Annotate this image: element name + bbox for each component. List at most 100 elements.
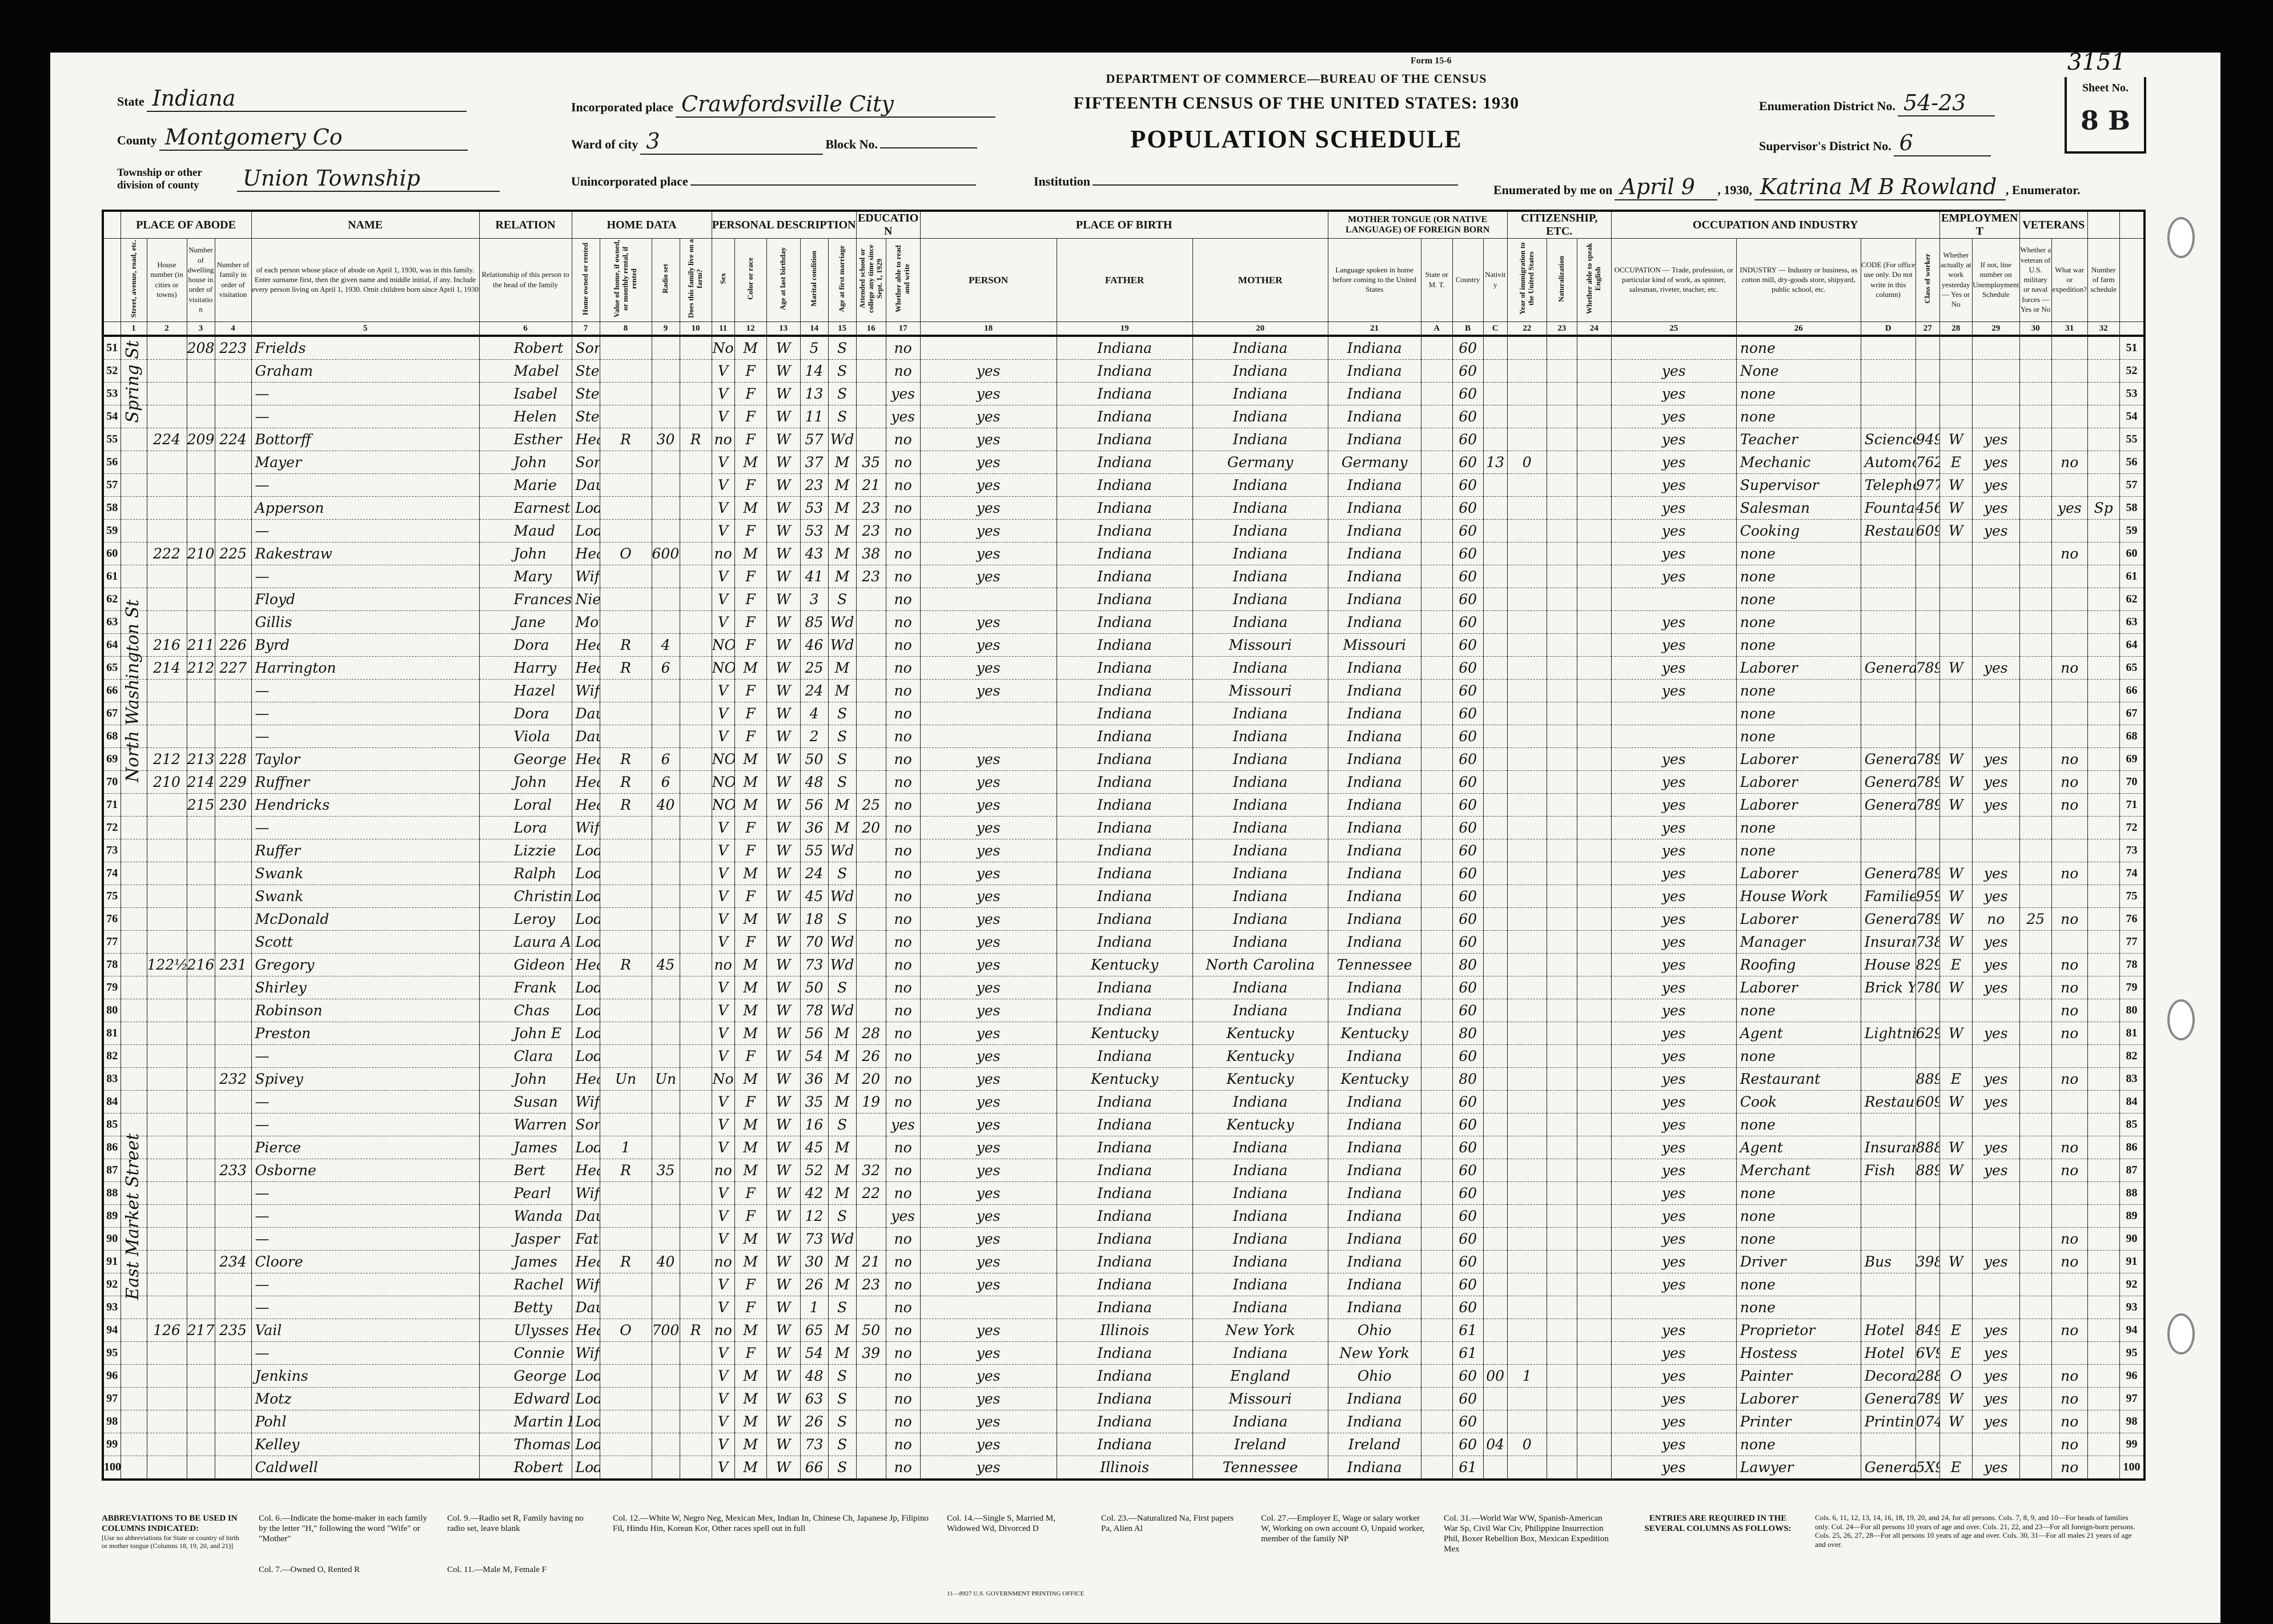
relation: Lodger: [571, 519, 600, 543]
birthplace-mother: Indiana: [1327, 1044, 1421, 1068]
sex: F: [734, 633, 767, 657]
home-tenure: [599, 359, 652, 383]
dwelling-number: [186, 588, 215, 612]
occupation: Salesman: [1736, 496, 1861, 520]
school: no: [885, 428, 921, 452]
literacy: yes: [919, 359, 1057, 383]
home-tenure: [599, 1341, 652, 1365]
line-number: 55: [102, 428, 121, 452]
sex: M: [734, 542, 767, 566]
occupation-code: 7899: [1915, 656, 1940, 680]
code-c: [1507, 335, 1547, 360]
column-title: Number of dwelling house in order of vis…: [187, 246, 214, 313]
house-number: [146, 496, 187, 520]
column-title: Relationship of this person to the head …: [481, 270, 569, 289]
birthplace-father: Indiana: [1192, 1410, 1328, 1434]
column-header: Whether able to speak English: [1576, 238, 1612, 323]
enumerated-label: Enumerated by me on: [1493, 183, 1613, 197]
at-work: yes: [1971, 976, 2020, 1000]
birthplace-father: Indiana: [1192, 1090, 1328, 1114]
relation: Wife-H: [571, 1181, 600, 1205]
column-header: Age at first marriage: [828, 238, 857, 323]
home-value: [651, 930, 680, 954]
birthplace-father: North Carolina: [1192, 953, 1328, 977]
literacy: yes: [919, 1204, 1057, 1228]
sex: F: [734, 930, 767, 954]
code-a: 60: [1452, 702, 1484, 726]
surname: Bottorff: [251, 428, 480, 452]
relation: Lodger: [571, 1433, 600, 1457]
column-number: 13: [766, 321, 801, 336]
mother-tongue: [1420, 999, 1453, 1023]
line-number-right: 89: [2119, 1204, 2145, 1228]
dwelling-number: [186, 930, 215, 954]
literacy: yes: [919, 1456, 1057, 1480]
class-of-worker: E: [1939, 953, 1973, 977]
code-c: [1507, 1204, 1547, 1228]
birthplace-father: Indiana: [1192, 770, 1328, 794]
home-tenure: [599, 839, 652, 863]
at-work: [1971, 1227, 2020, 1251]
race: W: [766, 451, 801, 475]
column-header: Number of dwelling house in order of vis…: [186, 238, 215, 323]
school: no: [885, 930, 921, 954]
home-tenure: [599, 1410, 652, 1434]
code-b: [1483, 976, 1508, 1000]
dwelling-number: [186, 610, 215, 634]
age-first-marriage: [856, 930, 886, 954]
birthplace-father: Indiana: [1192, 519, 1328, 543]
given-name: Dora: [479, 633, 572, 657]
school: no: [885, 976, 921, 1000]
birthplace-mother: Ireland: [1327, 1433, 1421, 1457]
farm: V: [711, 1136, 735, 1160]
table-row: 100CaldwellRobertLodgerVMW66SnoyesIllino…: [102, 1456, 2145, 1480]
line-number: 53: [102, 382, 121, 406]
naturalization: [1576, 496, 1612, 520]
speaks-english: yes: [1611, 473, 1737, 497]
unemployment-line: [2019, 679, 2052, 703]
occupation: Laborer: [1736, 793, 1861, 817]
unemployment-line: [2019, 702, 2052, 726]
farm: V: [711, 1296, 735, 1320]
code-c: [1507, 839, 1547, 863]
race: W: [766, 1113, 801, 1137]
line-number-right: 53: [2119, 382, 2145, 406]
institution-field: Institution: [1034, 174, 1459, 189]
birthplace-person: Indiana: [1056, 451, 1193, 475]
farm: V: [711, 862, 735, 886]
literacy: yes: [919, 1227, 1057, 1251]
code-c: 0: [1507, 451, 1547, 475]
class-of-worker: [1939, 725, 1973, 749]
column-title: Color or race: [745, 258, 754, 300]
house-number: [146, 359, 187, 383]
code-c: [1507, 930, 1547, 954]
speaks-english: yes: [1611, 770, 1737, 794]
naturalization: [1576, 930, 1612, 954]
dwelling-number: 208: [186, 335, 215, 360]
occupation: Printer: [1736, 1410, 1861, 1434]
age: 48: [800, 770, 829, 794]
farm: V: [711, 1090, 735, 1114]
birthplace-father: Indiana: [1192, 542, 1328, 566]
immigration-year: [1546, 907, 1577, 931]
age: 35: [800, 1090, 829, 1114]
home-value: [651, 405, 680, 429]
street: [120, 930, 147, 954]
column-title: State or M. T.: [1425, 270, 1448, 289]
township-label: Township or other division of county: [117, 167, 202, 191]
family-number: [214, 1410, 252, 1434]
occupation-code: [1915, 1044, 1940, 1068]
birthplace-father: Indiana: [1192, 382, 1328, 406]
immigration-year: [1546, 725, 1577, 749]
line-number-right: 56: [2119, 451, 2145, 475]
home-tenure: R: [599, 747, 652, 771]
home-tenure: [599, 1364, 652, 1388]
age-first-marriage: [856, 1433, 886, 1457]
dwelling-number: [186, 405, 215, 429]
class-of-worker: [1939, 839, 1973, 863]
veteran: [2051, 633, 2088, 657]
dwelling-number: [186, 1181, 215, 1205]
birthplace-mother: Indiana: [1327, 793, 1421, 817]
literacy: yes: [919, 496, 1057, 520]
street: [120, 1250, 147, 1274]
